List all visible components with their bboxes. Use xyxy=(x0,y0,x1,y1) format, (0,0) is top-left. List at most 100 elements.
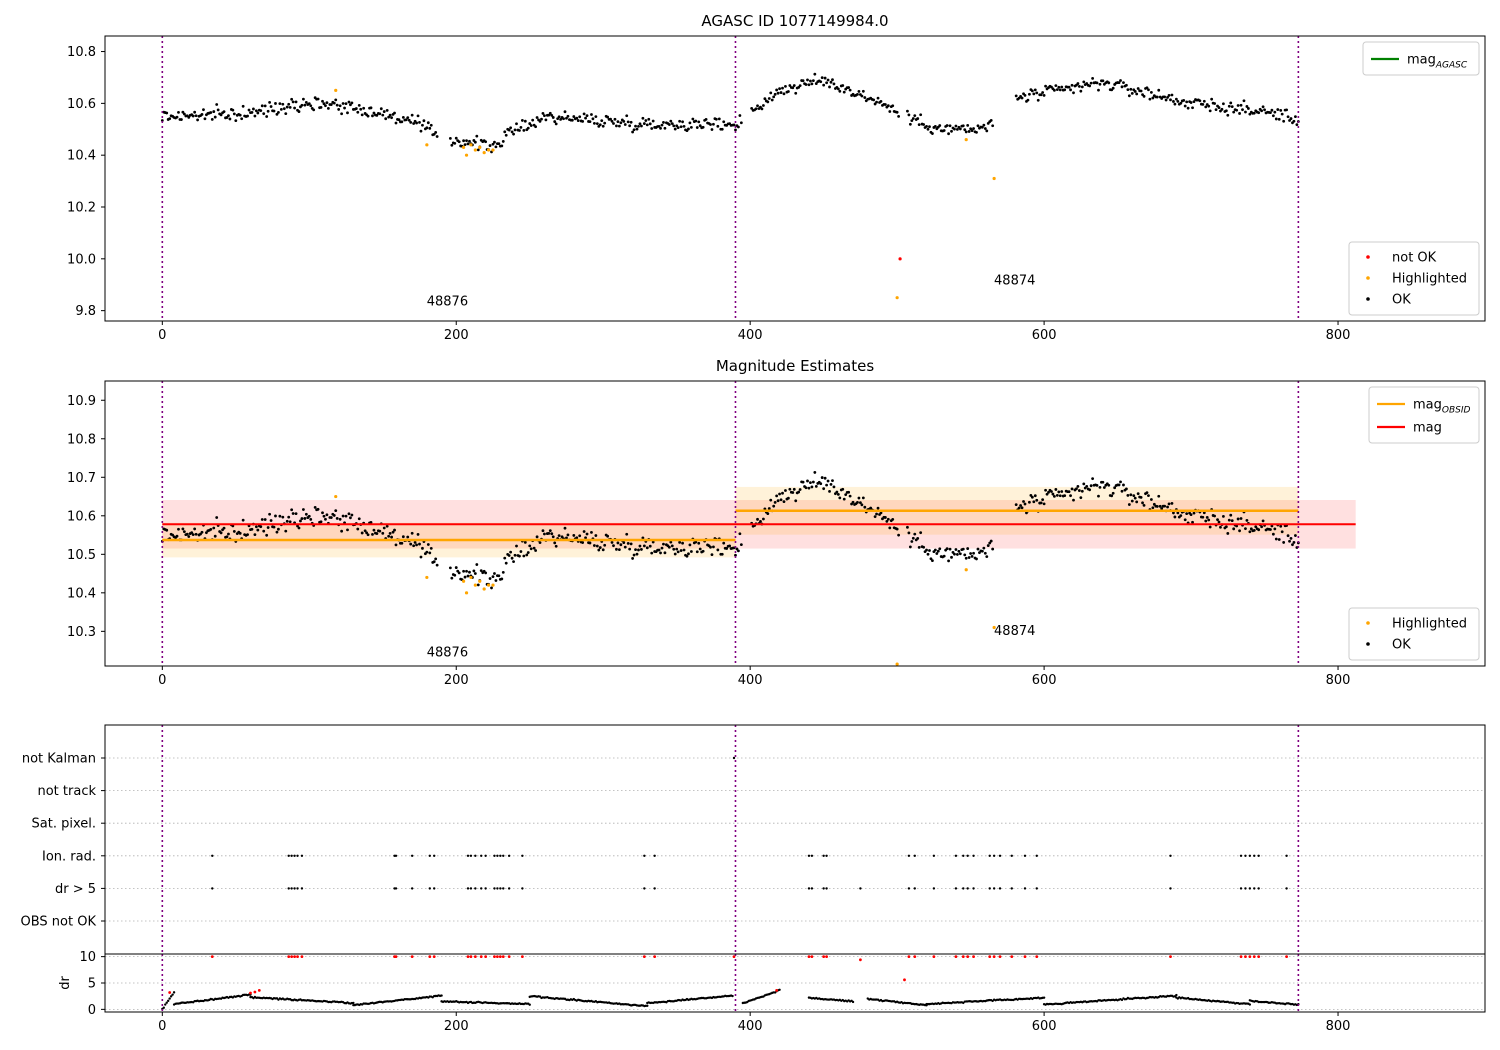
ok-point xyxy=(293,106,296,110)
ok-point xyxy=(1047,490,1050,494)
ok-point xyxy=(268,100,272,104)
ok-point xyxy=(177,110,180,114)
flag-marker xyxy=(907,854,911,857)
ok-point xyxy=(842,497,846,501)
ok-point xyxy=(1186,106,1190,110)
obsid-label: 48876 xyxy=(427,645,468,660)
y-tick-label: 5 xyxy=(88,977,96,992)
ok-point xyxy=(429,546,433,550)
ok-point xyxy=(590,530,593,534)
ok-point xyxy=(325,513,329,517)
ok-point xyxy=(275,112,279,116)
ok-point xyxy=(594,534,598,537)
ok-point xyxy=(760,107,764,111)
ok-point xyxy=(518,554,521,558)
ok-point xyxy=(660,546,664,550)
ok-point xyxy=(738,532,742,536)
ok-point xyxy=(1072,498,1075,502)
x-tick-label: 600 xyxy=(1032,1019,1057,1034)
dr-flagged-point xyxy=(249,991,252,995)
ok-point xyxy=(543,532,546,536)
highlighted-point xyxy=(895,662,899,666)
dr-flagged-point xyxy=(520,955,524,959)
ok-point xyxy=(363,529,367,533)
ok-point xyxy=(454,136,458,140)
ok-point xyxy=(407,118,411,122)
dr-flagged-point xyxy=(290,955,294,959)
highlighted-point xyxy=(482,150,486,155)
ok-point xyxy=(1208,109,1212,113)
ok-point xyxy=(1208,525,1212,529)
ok-point xyxy=(400,120,404,124)
ok-point xyxy=(1097,88,1100,92)
ok-point xyxy=(287,102,291,106)
ok-point xyxy=(788,487,792,491)
ok-point xyxy=(329,103,333,106)
ok-point xyxy=(291,100,295,104)
ok-point xyxy=(957,549,961,553)
y-tick-label: 0 xyxy=(88,1003,96,1018)
ok-point xyxy=(615,547,618,551)
ok-point xyxy=(476,148,480,152)
ok-point xyxy=(532,546,536,550)
ok-point xyxy=(786,90,790,93)
ok-point xyxy=(682,124,686,128)
ok-point xyxy=(659,126,662,130)
dr-point xyxy=(172,991,176,994)
ok-point xyxy=(1198,99,1202,103)
ok-point xyxy=(716,124,720,128)
ok-point xyxy=(1069,88,1072,92)
x-tick-label: 200 xyxy=(444,328,469,343)
dr-flagged-point xyxy=(428,955,432,959)
ok-point xyxy=(324,104,327,108)
ok-point xyxy=(928,549,931,552)
legend-point-swatch xyxy=(1366,297,1370,301)
ok-point xyxy=(548,529,552,533)
dr-flagged-point xyxy=(988,955,992,959)
ok-point xyxy=(1157,494,1161,498)
ok-point xyxy=(856,501,859,504)
ok-point xyxy=(418,120,421,124)
ok-point xyxy=(1125,83,1128,87)
ok-point xyxy=(349,516,352,520)
ok-point xyxy=(1274,537,1278,541)
ok-point xyxy=(1045,492,1049,496)
ok-point xyxy=(948,124,952,128)
ok-point xyxy=(1091,477,1095,481)
ok-point xyxy=(954,124,958,128)
ok-point xyxy=(562,117,565,121)
ok-point xyxy=(1286,534,1290,538)
ok-point xyxy=(910,119,914,123)
ok-point xyxy=(1179,101,1183,105)
dr-point xyxy=(851,1000,855,1004)
ok-point xyxy=(598,123,602,127)
ok-point xyxy=(1210,97,1214,101)
ok-point xyxy=(1279,109,1283,112)
ok-point xyxy=(268,512,272,516)
ok-point xyxy=(432,560,436,564)
ok-point xyxy=(1095,81,1099,85)
ok-point xyxy=(641,536,645,540)
flag-marker xyxy=(410,887,414,890)
ok-point xyxy=(526,126,530,130)
y-tick-label: 10.8 xyxy=(67,45,96,60)
ok-point xyxy=(1201,102,1205,106)
highlighted-point xyxy=(473,583,477,587)
ok-point xyxy=(689,550,693,553)
ok-point xyxy=(825,81,828,85)
ok-point xyxy=(419,129,423,133)
ok-point xyxy=(964,556,968,560)
ok-point xyxy=(769,91,773,95)
ok-point xyxy=(819,80,823,84)
ok-point xyxy=(958,127,962,131)
ok-point xyxy=(847,86,851,89)
flag-marker xyxy=(822,854,825,857)
ok-point xyxy=(287,515,291,519)
ok-point xyxy=(1077,489,1081,492)
flag-marker xyxy=(1010,854,1013,857)
flag-marker xyxy=(394,854,398,857)
ok-point xyxy=(468,570,471,574)
ok-point xyxy=(472,569,476,573)
ok-point xyxy=(985,129,989,133)
ok-point xyxy=(1277,538,1281,541)
